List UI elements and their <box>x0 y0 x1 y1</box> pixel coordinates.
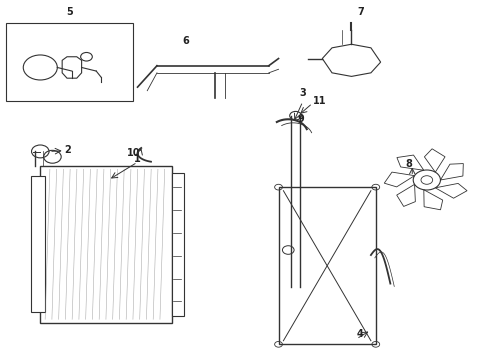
Text: 6: 6 <box>183 36 189 46</box>
Bar <box>278 187 375 344</box>
Bar <box>171 173 183 316</box>
Text: 8: 8 <box>405 159 411 169</box>
FancyBboxPatch shape <box>6 23 132 102</box>
Bar <box>30 176 45 312</box>
Text: 3: 3 <box>299 88 305 98</box>
Text: 5: 5 <box>66 8 73 18</box>
Text: 9: 9 <box>296 114 303 124</box>
Text: 1: 1 <box>134 154 141 163</box>
Text: 7: 7 <box>357 8 364 18</box>
Text: 11: 11 <box>312 96 325 107</box>
Bar <box>40 166 171 323</box>
Text: 2: 2 <box>64 145 71 155</box>
Text: 10: 10 <box>126 148 140 158</box>
Text: 4: 4 <box>356 329 362 339</box>
